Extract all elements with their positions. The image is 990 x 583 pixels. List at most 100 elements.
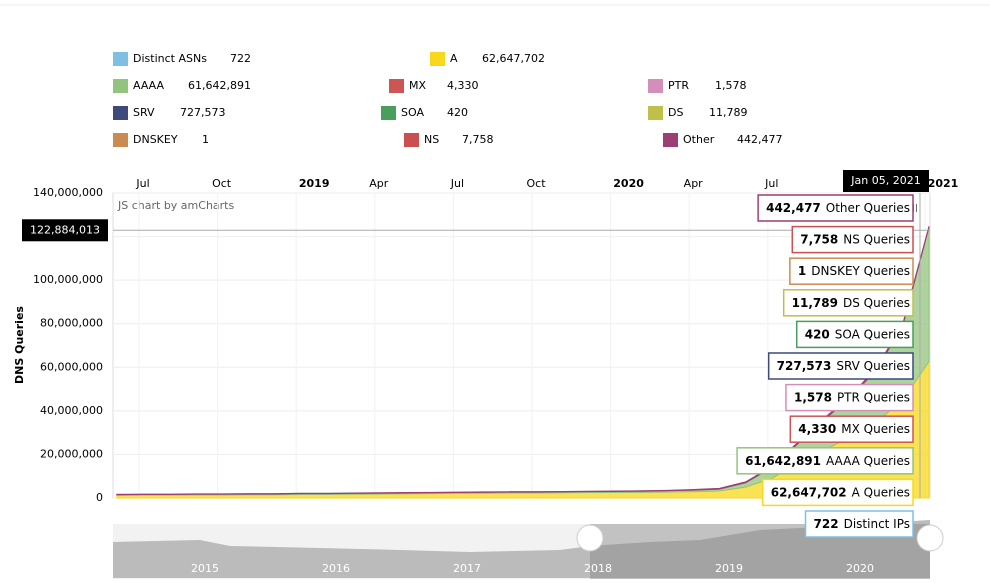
cursor-value-box	[22, 219, 108, 242]
legend-label[interactable]: NS	[424, 133, 439, 146]
legend-label[interactable]: AAAA	[133, 79, 164, 92]
y-tick-label: 60,000,000	[40, 360, 103, 373]
scroll-handle[interactable]	[916, 524, 944, 552]
legend-value: 11,789	[709, 106, 748, 119]
legend-swatch	[648, 79, 663, 93]
tooltip-name: DNSKEY Queries	[811, 264, 910, 278]
tooltip-value: 442,477	[766, 201, 821, 215]
tooltip-box	[761, 478, 914, 507]
legend-label[interactable]: PTR	[668, 79, 689, 92]
tooltip: 4,330 MX Queries	[789, 415, 914, 443]
x-tick-label: Apr	[369, 177, 389, 190]
tooltip-text: 1 DNSKEY Queries	[798, 264, 910, 278]
legend-value: 61,642,891	[188, 79, 251, 92]
x-tick-label: 2019	[299, 177, 330, 190]
legend-swatch	[113, 79, 128, 93]
legend-label[interactable]: DS	[668, 106, 683, 119]
tooltip-name: DS Queries	[843, 295, 910, 309]
y-axis-label: DNS Queries	[13, 306, 26, 384]
tooltip: 1,578 PTR Queries	[785, 383, 914, 412]
legend-value: 7,758	[462, 133, 494, 146]
y-tick-label: 140,000,000	[33, 186, 103, 199]
tooltip: 61,642,891 AAAA Queries	[736, 447, 914, 475]
x-tick-label: Jul	[135, 177, 149, 190]
tooltip: 1 DNSKEY Queries	[789, 257, 914, 285]
legend-label[interactable]: DNSKEY	[133, 133, 178, 146]
legend-label[interactable]: Distinct ASNs	[133, 52, 207, 65]
legend-swatch	[113, 133, 128, 147]
tooltip-text: 722 Distinct IPs	[814, 517, 910, 531]
y-tick-label: 20,000,000	[40, 447, 103, 460]
x-tick-label: Jul	[764, 177, 778, 190]
tooltip-name: PTR Queries	[837, 390, 910, 404]
y-tick-label: 0	[96, 491, 103, 504]
tooltip-name: NS Queries	[843, 232, 910, 246]
tooltip: 442,477 Other Queries	[757, 194, 914, 222]
legend-swatch	[389, 79, 404, 93]
legend-value: 1	[202, 133, 209, 146]
cursor-value: 122,884,013	[30, 223, 100, 236]
tooltip: 727,573 SRV Queries	[767, 352, 914, 380]
scrollbar-area	[113, 520, 930, 578]
legend-label[interactable]: MX	[409, 79, 426, 92]
tooltip: 7,758 NS Queries	[791, 225, 914, 254]
tooltip-value: 1,578	[794, 390, 832, 404]
scrollbar-label: 2017	[453, 562, 481, 575]
x-tick-label: 2020	[613, 177, 644, 190]
tooltip-text: 1,578 PTR Queries	[794, 390, 910, 404]
tooltip-value: 7,758	[800, 232, 838, 246]
legend-label[interactable]: A	[450, 52, 458, 65]
x-tick-label: 2021	[928, 177, 959, 190]
tooltip-box	[789, 415, 914, 443]
tooltip-box	[785, 383, 914, 412]
area	[116, 226, 930, 496]
tooltip-value: 420	[805, 327, 830, 341]
scrollbar	[113, 520, 944, 579]
tooltip-text: 7,758 NS Queries	[800, 232, 910, 246]
scrollbar-label: 2019	[715, 562, 743, 575]
tooltip: 62,647,702 A Queries	[761, 478, 914, 507]
tooltip-box	[789, 257, 914, 285]
tooltip-text: 442,477 Other Queries	[766, 201, 910, 215]
legend-label[interactable]: SOA	[401, 106, 424, 119]
scroll-handle[interactable]	[576, 524, 604, 552]
cursor-date: Jan 05, 2021	[850, 174, 920, 187]
legend-label[interactable]: SRV	[133, 106, 155, 119]
tooltip-box	[757, 194, 914, 222]
tooltip-value: 722	[814, 517, 839, 531]
tooltip-name: A Queries	[852, 485, 910, 499]
tooltip: 11,789 DS Queries	[782, 289, 914, 317]
tooltip-text: 727,573 SRV Queries	[777, 359, 910, 373]
legend-value: 4,330	[447, 79, 479, 92]
legend-value: 722	[230, 52, 251, 65]
tooltip: 722 Distinct IPs	[804, 510, 914, 538]
scrollbar-label: 2015	[191, 562, 219, 575]
legend-swatch	[113, 52, 128, 66]
tooltip-value: 4,330	[798, 422, 836, 436]
legend-value: 442,477	[737, 133, 783, 146]
legend-swatch	[404, 133, 419, 147]
tooltip-value: 11,789	[792, 295, 838, 309]
legend-label[interactable]: Other	[683, 133, 715, 146]
legend-value: 727,573	[180, 106, 226, 119]
tooltip-text: 4,330 MX Queries	[798, 422, 910, 436]
credit: JS chart by amCharts	[117, 199, 234, 212]
scrollbar-label: 2020	[846, 562, 874, 575]
tooltip-value: 61,642,891	[745, 453, 821, 467]
tooltip-box	[804, 510, 914, 538]
scrollbar-label: 2016	[322, 562, 350, 575]
legend-swatch	[663, 133, 678, 147]
legend-swatch	[113, 106, 128, 120]
legend-value: 62,647,702	[482, 52, 545, 65]
tooltip-text: 62,647,702 A Queries	[771, 485, 910, 499]
tooltip: 420 SOA Queries	[795, 320, 914, 349]
legend-swatch	[381, 106, 396, 120]
tooltip-name: Other Queries	[826, 201, 910, 215]
y-tick-label: 100,000,000	[33, 273, 103, 286]
tooltip-name: Distinct IPs	[844, 517, 910, 531]
tooltip-name: MX Queries	[841, 422, 910, 436]
tooltip-value: 62,647,702	[771, 485, 847, 499]
tooltip-box	[767, 352, 914, 380]
tooltip-value: 1	[798, 264, 806, 278]
